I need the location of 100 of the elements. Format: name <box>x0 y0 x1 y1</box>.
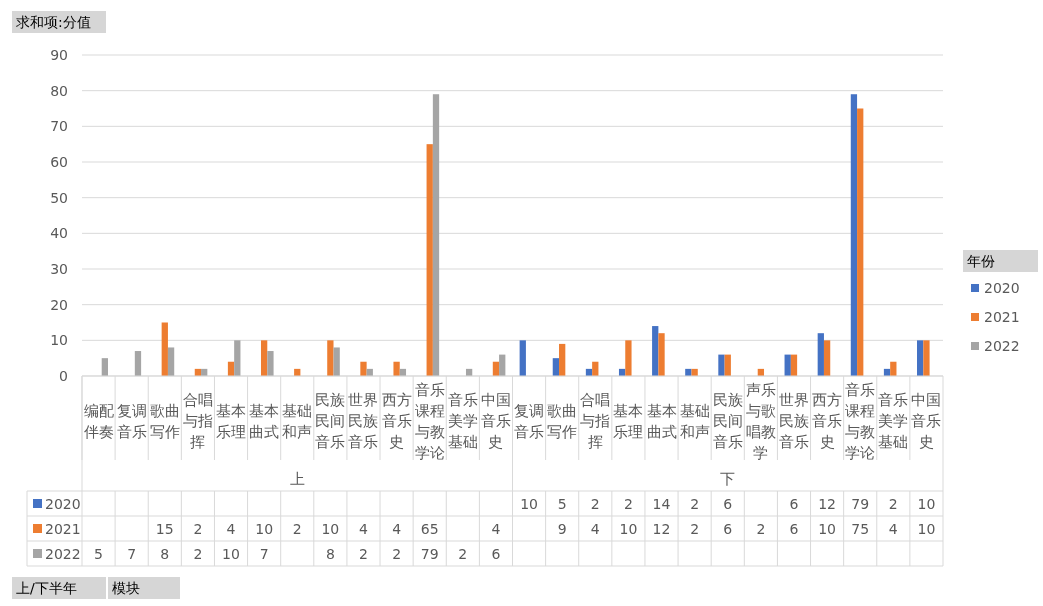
data-label: 6 <box>789 521 799 537</box>
data-label: 10 <box>619 521 638 537</box>
bar <box>393 361 400 376</box>
x-tick-label: 西方音乐史 <box>812 391 843 451</box>
bar <box>823 340 831 376</box>
bar <box>850 94 858 376</box>
x-tick-label: 复调音乐 <box>514 401 545 441</box>
x-tick-label: 歌曲写作 <box>149 401 180 441</box>
data-label: 5 <box>557 496 567 512</box>
x-tick-label: 基本乐理 <box>613 401 644 441</box>
x-tick-label: 音乐美学基础 <box>878 391 909 451</box>
data-label: 10 <box>818 521 837 537</box>
data-label: 4 <box>392 521 402 537</box>
legend-title: 年份 <box>967 253 995 269</box>
y-tick-label: 0 <box>59 368 68 384</box>
bar <box>857 108 864 376</box>
bar <box>559 343 566 376</box>
y-tick-label: 20 <box>50 296 68 313</box>
bar <box>327 340 334 376</box>
data-label: 2 <box>590 496 600 512</box>
x-tick-label: 基本曲式 <box>646 401 677 441</box>
y-tick-label: 40 <box>50 225 68 242</box>
bar <box>267 351 274 376</box>
x-tick-label: 民族民间音乐 <box>712 391 743 451</box>
button-value: 求和项:分值 <box>12 11 106 33</box>
data-label: 14 <box>652 496 671 512</box>
legend-label: 2021 <box>984 309 1020 325</box>
x-tick-label: 基本乐理 <box>216 401 247 441</box>
x-tick-label: 声乐与歌唱教学 <box>745 380 776 462</box>
y-tick-label: 30 <box>50 261 68 277</box>
data-label: 75 <box>851 521 870 537</box>
x-tick-label: 编配伴奏 <box>83 401 114 441</box>
data-label: 6 <box>723 521 733 537</box>
bar <box>718 354 725 376</box>
data-label: 4 <box>491 521 501 537</box>
data-label: 2 <box>359 546 368 562</box>
x-tick-label: 中国音乐史 <box>480 391 511 451</box>
data-label: 2 <box>193 521 203 537</box>
data-label: 5 <box>94 546 104 562</box>
y-tick-label: 60 <box>50 154 68 170</box>
legend-label: 2022 <box>45 546 81 562</box>
x-tick-label: 世界民族音乐 <box>348 391 379 451</box>
bar <box>260 340 268 376</box>
button-module: 模块 <box>108 577 180 599</box>
data-label: 10 <box>917 521 936 537</box>
data-label: 4 <box>590 521 600 537</box>
text: 上 <box>289 470 305 488</box>
data-label: 12 <box>652 521 671 537</box>
bar <box>817 333 824 376</box>
data-label: 7 <box>259 546 269 562</box>
data-table: 2020 10 5 2 2 14 2 6 6 12 79 2 10 2021 15 2 4 10 2 10 4 4 65 4 9 4 10 12 2 6 2 6 10 75 4 10 2022 5 7 8 2 10 7 8 2 2 79 2 6 <box>26 490 944 567</box>
data-label: 15 <box>155 521 174 537</box>
bar <box>432 94 440 376</box>
data-label: 2 <box>888 496 898 512</box>
y-tick-label: 70 <box>50 118 68 135</box>
y-tick-label: 80 <box>50 82 68 99</box>
button-half: 上/下半年 <box>12 577 106 599</box>
y-tick-label: 90 <box>50 47 68 63</box>
x-tick-label: 复调音乐 <box>116 401 147 441</box>
data-label: 2 <box>690 521 700 537</box>
data-label: 2 <box>756 521 766 537</box>
data-label: 2 <box>458 546 468 562</box>
bar <box>101 358 108 376</box>
bar <box>426 144 433 376</box>
bar <box>625 340 632 376</box>
data-label: 4 <box>226 521 236 537</box>
x-tick-label: 音乐课程与教学论 <box>414 380 445 462</box>
data-label: 2 <box>292 521 302 537</box>
x-tick-label: 世界民族音乐 <box>778 391 809 451</box>
y-tick-label: 50 <box>50 189 68 206</box>
x-tick-label: 基础和声 <box>679 401 710 441</box>
data-label: 79 <box>420 546 439 562</box>
x-tick-label: 音乐课程与教学论 <box>845 380 876 462</box>
legend-label: 2020 <box>984 280 1020 296</box>
x-tick-label: 合唱与指挥 <box>580 391 611 451</box>
data-label: 8 <box>325 546 335 562</box>
bar <box>161 322 168 376</box>
data-label: 6 <box>723 496 733 512</box>
text: 2022 <box>984 338 1020 354</box>
data-label: 10 <box>255 521 274 537</box>
data-label: 2 <box>623 496 633 512</box>
data-label: 10 <box>917 496 936 512</box>
data-label: 10 <box>520 496 538 512</box>
data-label: 4 <box>359 521 369 537</box>
x-tick-label: 合唱与指挥 <box>182 391 213 451</box>
x-tick-label: 民族民间音乐 <box>315 391 346 451</box>
data-label: 65 <box>420 521 439 537</box>
bar <box>552 358 560 376</box>
data-label: 2 <box>690 496 700 512</box>
data-label: 10 <box>222 546 240 562</box>
bar <box>691 368 698 376</box>
x-tick-label: 中国音乐史 <box>911 391 942 451</box>
bar <box>652 326 659 376</box>
bar <box>923 340 930 376</box>
x-tick-label: 西方音乐史 <box>381 391 412 451</box>
bar <box>234 340 241 376</box>
data-label: 2 <box>193 546 203 562</box>
text: 下 <box>720 470 736 488</box>
x-tick-label: 基础和声 <box>282 401 313 441</box>
data-label: 79 <box>851 496 870 512</box>
